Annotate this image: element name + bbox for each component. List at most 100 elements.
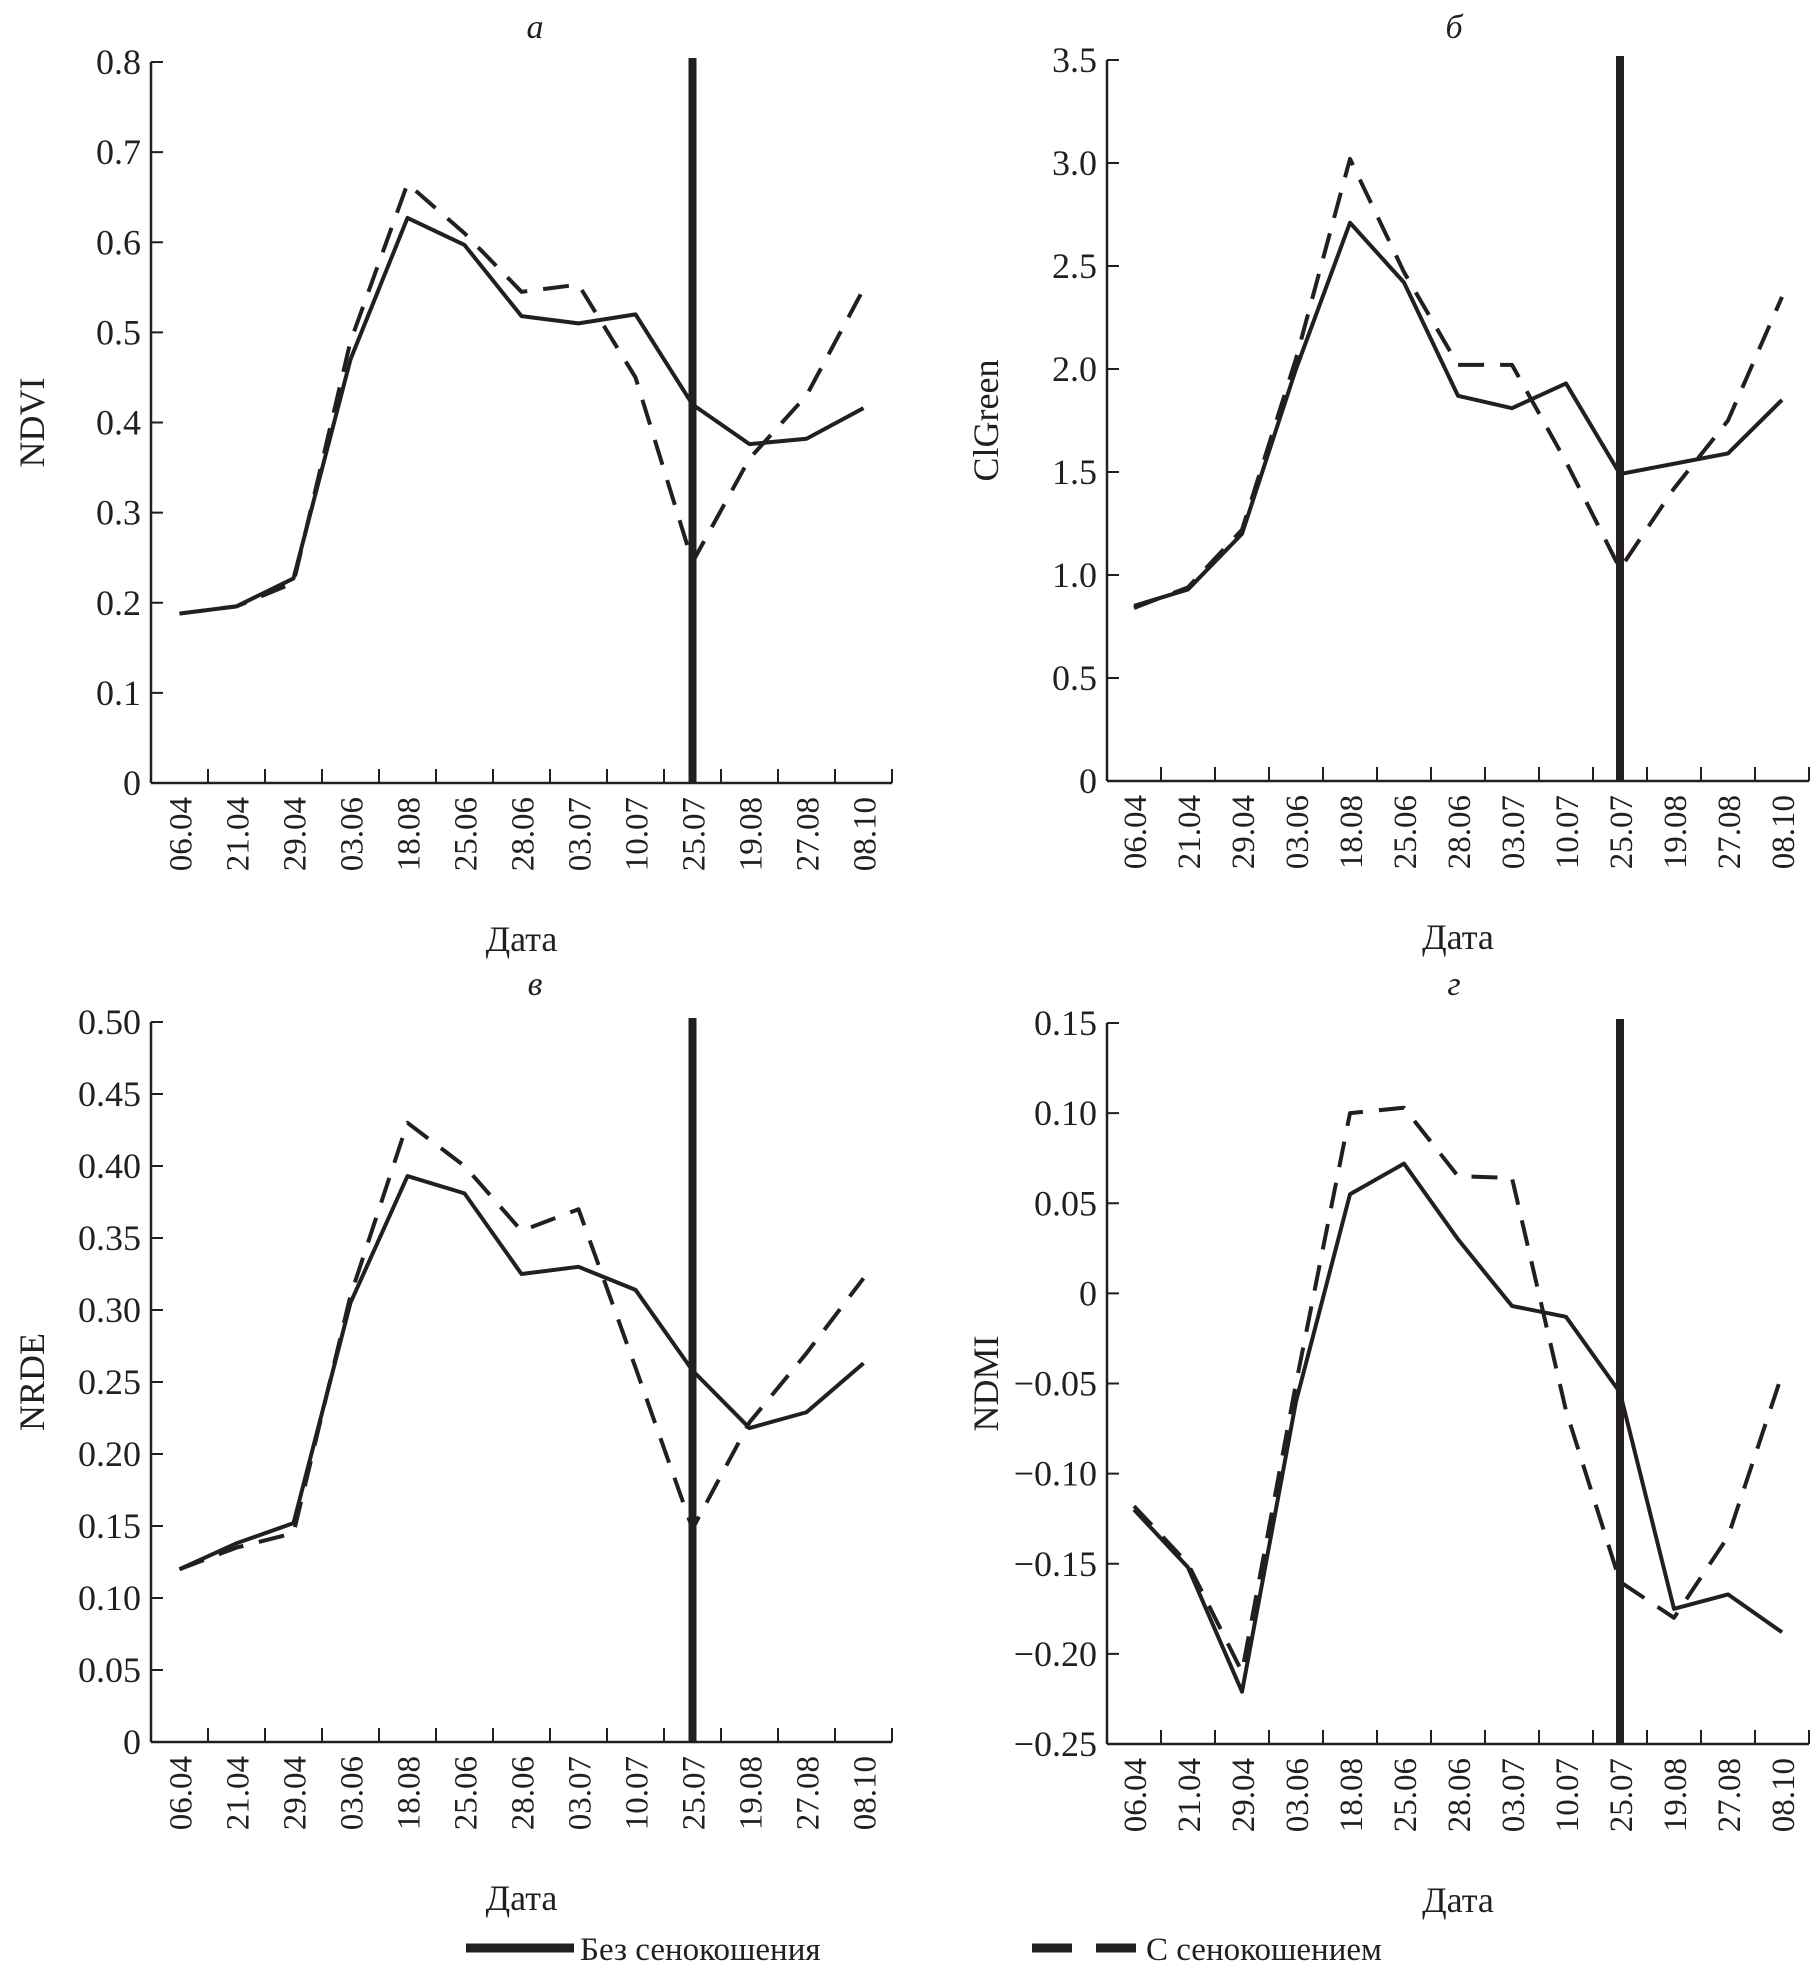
x-axis-label: Дата [486, 919, 558, 959]
x-axis-label: Дата [486, 1878, 558, 1918]
series-line-solid [1132, 1161, 1784, 1694]
y-tick-label: 3.5 [1052, 40, 1097, 80]
panel-title: а [527, 9, 544, 46]
x-tick-label: 29.04 [278, 1756, 314, 1830]
x-tick-label: 25.06 [1388, 1758, 1424, 1832]
x-tick-label: 19.08 [734, 797, 770, 871]
y-tick-label: 0.45 [78, 1074, 141, 1114]
y-tick-label: −0.25 [1014, 1724, 1097, 1764]
x-tick-label: 08.10 [1766, 795, 1802, 869]
y-tick-label: 1.5 [1052, 452, 1097, 492]
x-tick-label: 25.07 [677, 1756, 713, 1830]
x-tick-label: 18.08 [1334, 1758, 1370, 1832]
y-tick-label: 0.10 [1034, 1093, 1097, 1133]
y-tick-label: 0.30 [78, 1290, 141, 1330]
y-tick-label: 0.5 [96, 312, 141, 352]
x-tick-label: 19.08 [734, 1756, 770, 1830]
x-tick-label: 03.06 [1280, 795, 1316, 869]
y-tick-label: 0.5 [1052, 658, 1097, 698]
x-tick-label: 25.07 [1604, 795, 1640, 869]
panel-title: б [1445, 9, 1464, 46]
x-tick-label: 06.04 [1118, 1758, 1154, 1832]
series-line-solid [1133, 220, 1784, 608]
x-tick-label: 03.07 [1496, 795, 1532, 869]
y-tick-label: 0.40 [78, 1146, 141, 1186]
x-tick-label: 29.04 [278, 797, 314, 871]
x-tick-label: 06.04 [164, 797, 200, 871]
series-line-dashed [178, 1120, 866, 1572]
x-tick-label: 03.07 [563, 1756, 599, 1830]
y-tick-label: 0 [1079, 761, 1097, 801]
panel-ndvi: а 0 0.1 0.2 0.3 0.4 0.5 0.6 0.7 0.8 06.04 21.04 29.0… [12, 9, 893, 959]
x-tick-label: 25.06 [1388, 795, 1424, 869]
series-line-dashed [179, 181, 866, 616]
y-tick-label: 0.05 [1034, 1183, 1097, 1223]
y-tick-label: 0.3 [96, 493, 141, 533]
x-tick-label: 19.08 [1658, 795, 1694, 869]
x-tick-label: 18.08 [1334, 795, 1370, 869]
y-tick-label: 0 [123, 763, 141, 803]
y-tick-label: 0 [123, 1722, 141, 1762]
x-tick-label: 27.08 [1712, 1758, 1748, 1832]
x-tick-label: 27.08 [791, 1756, 827, 1830]
x-tick-label: 25.06 [449, 1756, 485, 1830]
x-tick-label: 08.10 [848, 797, 884, 871]
x-tick-label: 03.07 [563, 797, 599, 871]
x-tick-label: 03.07 [1496, 1758, 1532, 1832]
y-tick-label: 0.1 [96, 673, 141, 713]
legend-label-solid: Без сенокошения [580, 1932, 821, 1968]
x-tick-label: 21.04 [1172, 1758, 1208, 1832]
y-tick-label: 2.5 [1052, 246, 1097, 286]
y-tick-label: 0.4 [96, 403, 141, 443]
x-tick-label: 03.06 [335, 1756, 371, 1830]
y-tick-label: −0.10 [1014, 1454, 1097, 1494]
panel-ndmi: г −0.25 −0.20 −0.15 −0.10 −0.05 0 0.05 0.10 0.15 0… [966, 966, 1810, 1920]
y-tick-label: 0.6 [96, 222, 141, 262]
x-axis-label: Дата [1422, 1880, 1494, 1920]
x-tick-label: 28.06 [1442, 1758, 1478, 1832]
panel-title: в [528, 966, 543, 1003]
legend: Без сенокошения С сенокошением [466, 1932, 1382, 1968]
y-tick-label: −0.20 [1014, 1634, 1097, 1674]
y-tick-label: 0.25 [78, 1362, 141, 1402]
x-tick-label: 25.06 [449, 797, 485, 871]
panel-nrde: в 0 0.05 0.10 0.15 0.20 0.25 0.30 0.35 0.40 0.45 0.… [12, 966, 893, 1918]
y-tick-label: 0.15 [1034, 1003, 1097, 1043]
y-axis-label: NRDE [12, 1333, 52, 1431]
x-tick-label: 10.07 [620, 797, 656, 871]
series-line-solid [179, 215, 865, 616]
x-tick-label: 28.06 [506, 797, 542, 871]
y-axis-label: NDMI [966, 1336, 1006, 1432]
x-tick-label: 06.04 [164, 1756, 200, 1830]
x-tick-label: 19.08 [1658, 1758, 1694, 1832]
y-tick-label: 3.0 [1052, 143, 1097, 183]
x-tick-label: 18.08 [392, 797, 428, 871]
legend-label-dashed: С сенокошением [1146, 1932, 1382, 1968]
x-tick-label: 18.08 [392, 1756, 428, 1830]
x-tick-label: 28.06 [1442, 795, 1478, 869]
y-tick-label: 0.15 [78, 1506, 141, 1546]
y-tick-label: 1.0 [1052, 555, 1097, 595]
panel-title: г [1447, 966, 1460, 1003]
x-tick-label: 27.08 [791, 797, 827, 871]
x-tick-label: 21.04 [1172, 795, 1208, 869]
x-tick-label: 06.04 [1118, 795, 1154, 869]
x-tick-label: 27.08 [1712, 795, 1748, 869]
x-tick-label: 08.10 [1766, 1758, 1802, 1832]
y-tick-label: 0.05 [78, 1650, 141, 1690]
x-tick-label: 10.07 [620, 1756, 656, 1830]
x-tick-label: 08.10 [848, 1756, 884, 1830]
y-tick-label: 0.50 [78, 1002, 141, 1042]
y-tick-label: 0.10 [78, 1578, 141, 1618]
y-tick-label: 0 [1079, 1273, 1097, 1313]
y-tick-label: 0.20 [78, 1434, 141, 1474]
x-tick-label: 21.04 [221, 1756, 257, 1830]
x-tick-label: 29.04 [1226, 1758, 1262, 1832]
y-tick-label: −0.05 [1014, 1364, 1097, 1404]
y-tick-label: 0.35 [78, 1218, 141, 1258]
x-tick-label: 03.06 [1280, 1758, 1316, 1832]
y-axis-label: ClGreen [966, 360, 1006, 482]
panel-clgreen: б 0 0.5 1.0 1.5 2.0 2.5 3.0 3.5 06.04 21.04 29.04 03… [966, 9, 1810, 957]
x-tick-label: 28.06 [506, 1756, 542, 1830]
